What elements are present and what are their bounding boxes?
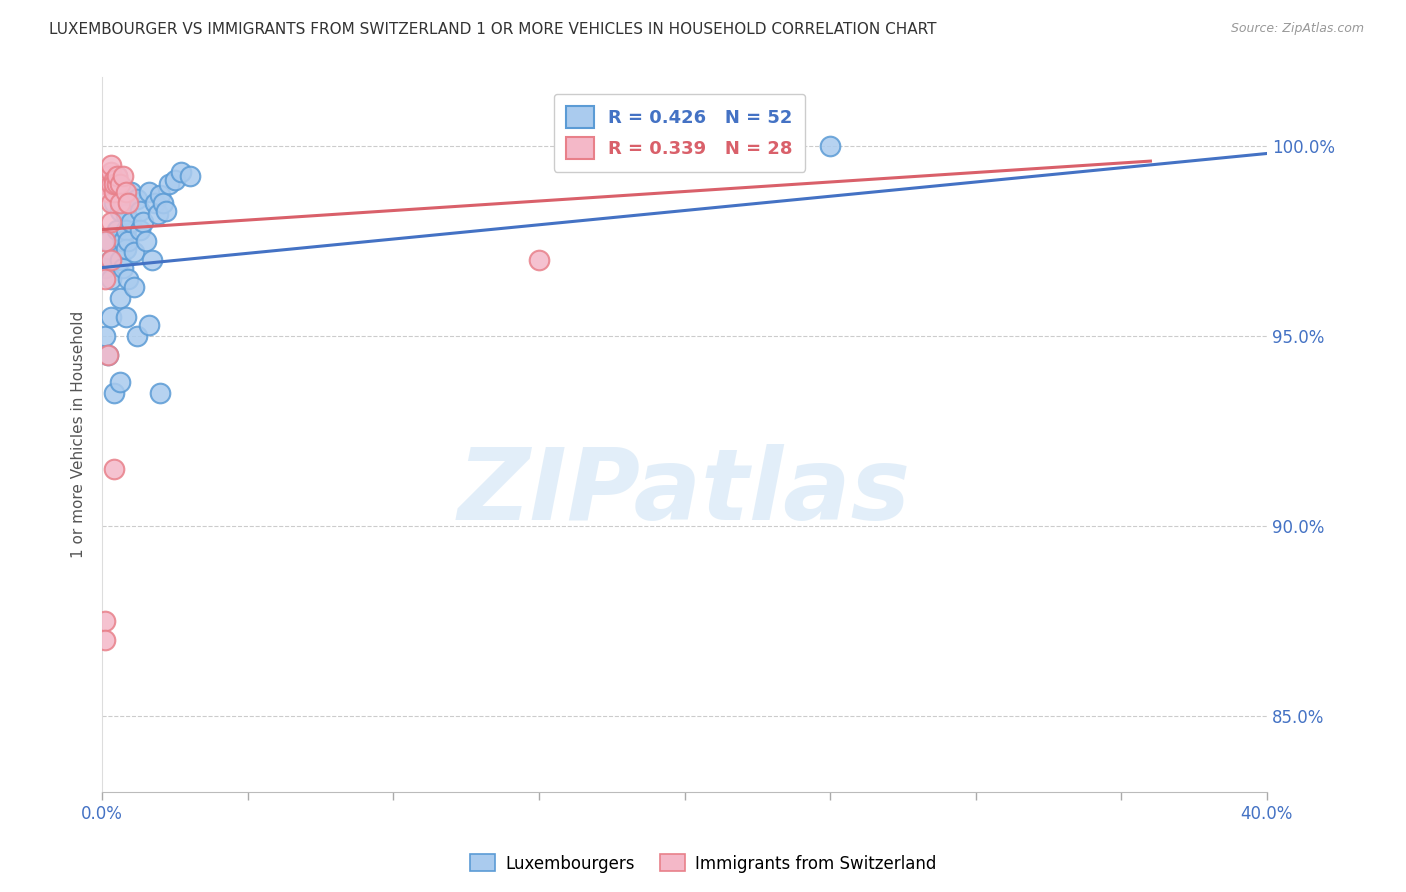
Point bbox=[527, 252, 550, 267]
Point bbox=[111, 180, 134, 194]
Legend: Luxembourgers, Immigrants from Switzerland: Luxembourgers, Immigrants from Switzerla… bbox=[464, 847, 942, 880]
Point bbox=[135, 234, 157, 248]
Point bbox=[120, 215, 142, 229]
Point bbox=[100, 158, 122, 172]
Point bbox=[108, 291, 131, 305]
Point bbox=[108, 177, 131, 191]
Point bbox=[129, 222, 152, 236]
Point bbox=[105, 177, 128, 191]
Point bbox=[111, 195, 134, 210]
Point bbox=[103, 173, 125, 187]
Point bbox=[129, 203, 152, 218]
Point bbox=[155, 203, 177, 218]
Point bbox=[114, 185, 136, 199]
Point bbox=[146, 207, 169, 221]
Point bbox=[141, 252, 163, 267]
Point bbox=[179, 169, 201, 184]
Point bbox=[103, 177, 125, 191]
Point bbox=[108, 252, 131, 267]
Point bbox=[170, 165, 193, 179]
Point bbox=[117, 195, 139, 210]
Point bbox=[127, 192, 149, 206]
Point bbox=[94, 614, 117, 628]
Point bbox=[100, 195, 122, 210]
Point bbox=[111, 169, 134, 184]
Point bbox=[157, 177, 180, 191]
Y-axis label: 1 or more Vehicles in Household: 1 or more Vehicles in Household bbox=[72, 311, 86, 558]
Point bbox=[117, 234, 139, 248]
Point bbox=[97, 348, 120, 362]
Point bbox=[138, 185, 160, 199]
Point bbox=[103, 462, 125, 476]
Point bbox=[97, 169, 120, 184]
Text: ZIPatlas: ZIPatlas bbox=[458, 443, 911, 541]
Legend: R = 0.426   N = 52, R = 0.339   N = 28: R = 0.426 N = 52, R = 0.339 N = 28 bbox=[554, 94, 806, 172]
Point bbox=[673, 150, 696, 164]
Point bbox=[105, 169, 128, 184]
Point bbox=[114, 222, 136, 236]
Point bbox=[108, 375, 131, 389]
Point bbox=[103, 177, 125, 191]
Point bbox=[132, 215, 155, 229]
Point bbox=[100, 215, 122, 229]
Point bbox=[114, 242, 136, 256]
Point bbox=[122, 279, 145, 293]
Point bbox=[103, 195, 125, 210]
Point bbox=[94, 234, 117, 248]
Point bbox=[111, 234, 134, 248]
Point bbox=[97, 348, 120, 362]
Point bbox=[105, 222, 128, 236]
Point bbox=[122, 245, 145, 260]
Point bbox=[105, 185, 128, 199]
Point bbox=[114, 310, 136, 324]
Point bbox=[103, 185, 125, 199]
Point bbox=[100, 252, 122, 267]
Point bbox=[111, 260, 134, 275]
Point bbox=[97, 234, 120, 248]
Point bbox=[163, 173, 186, 187]
Text: LUXEMBOURGER VS IMMIGRANTS FROM SWITZERLAND 1 OR MORE VEHICLES IN HOUSEHOLD CORR: LUXEMBOURGER VS IMMIGRANTS FROM SWITZERL… bbox=[49, 22, 936, 37]
Point bbox=[103, 386, 125, 401]
Point bbox=[143, 195, 166, 210]
Point bbox=[152, 195, 174, 210]
Point bbox=[818, 139, 841, 153]
Point bbox=[100, 310, 122, 324]
Point bbox=[94, 177, 117, 191]
Point bbox=[94, 329, 117, 343]
Point bbox=[94, 169, 117, 184]
Point bbox=[138, 318, 160, 332]
Point bbox=[100, 252, 122, 267]
Point bbox=[94, 272, 117, 286]
Point bbox=[120, 185, 142, 199]
Point bbox=[117, 272, 139, 286]
Point bbox=[149, 386, 172, 401]
Text: Source: ZipAtlas.com: Source: ZipAtlas.com bbox=[1230, 22, 1364, 36]
Point bbox=[108, 203, 131, 218]
Point bbox=[105, 169, 128, 184]
Point bbox=[97, 177, 120, 191]
Point bbox=[108, 195, 131, 210]
Point bbox=[94, 260, 117, 275]
Point bbox=[127, 329, 149, 343]
Point bbox=[97, 185, 120, 199]
Point bbox=[100, 165, 122, 179]
Point bbox=[114, 207, 136, 221]
Point bbox=[94, 633, 117, 648]
Point bbox=[149, 188, 172, 202]
Point bbox=[100, 177, 122, 191]
Point bbox=[100, 272, 122, 286]
